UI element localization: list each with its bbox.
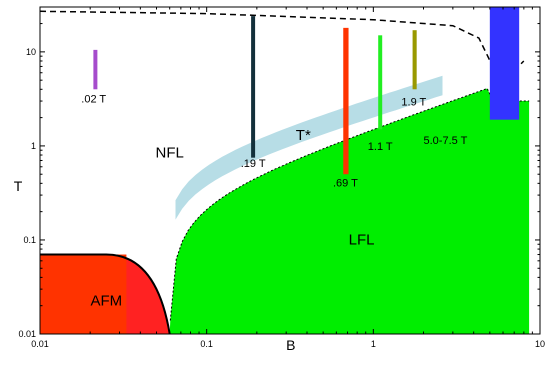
measurement-label: .02 T bbox=[81, 93, 106, 105]
measurement-label: 1.1 T bbox=[368, 141, 393, 153]
nfl-label: NFL bbox=[156, 145, 184, 162]
x-tick-label: 1 bbox=[371, 339, 376, 349]
measurement-label: .69 T bbox=[333, 178, 358, 190]
y-tick-label: 1 bbox=[31, 141, 36, 151]
measurement-bar bbox=[378, 35, 383, 130]
measurement-bar bbox=[343, 27, 349, 175]
measurement-label: 1.9 T bbox=[401, 96, 426, 108]
measurement-bar bbox=[93, 49, 98, 90]
y-tick-label: 0.1 bbox=[23, 235, 36, 245]
x-tick-label: 0.1 bbox=[200, 339, 213, 349]
lfl-region bbox=[169, 88, 530, 334]
x-axis-label: B bbox=[286, 337, 295, 353]
afm-label: AFM bbox=[90, 293, 122, 310]
measurement-bars: .02 T .19 T .69 T 1.1 T 1.9 T 5.0-7.5 T bbox=[81, 7, 520, 190]
measurement-bar bbox=[489, 7, 520, 120]
measurement-label: .19 T bbox=[241, 158, 266, 170]
afm-inner-region bbox=[40, 254, 127, 334]
plot-frame bbox=[39, 6, 541, 335]
afm-boundary-line bbox=[40, 253, 171, 335]
x-tick-label: 10 bbox=[535, 339, 545, 349]
x-tick-label: 0.01 bbox=[31, 339, 49, 349]
measurement-bar bbox=[251, 16, 256, 158]
y-tick-label: 0.01 bbox=[18, 329, 36, 339]
tstar-band bbox=[175, 75, 443, 220]
measurement-bar bbox=[412, 30, 417, 90]
tstar-label: T* bbox=[296, 127, 311, 144]
upper-dashed-boundary bbox=[39, 10, 525, 78]
lfl-boundary-line bbox=[169, 87, 530, 321]
y-tick-label: 10 bbox=[26, 47, 36, 57]
axis-ticks: 0.01 0.1 1 10 0.01 0.1 1 10 bbox=[18, 6, 545, 349]
measurement-label: 5.0-7.5 T bbox=[424, 135, 468, 147]
lfl-label: LFL bbox=[349, 231, 375, 248]
y-axis-label: T bbox=[14, 178, 23, 194]
